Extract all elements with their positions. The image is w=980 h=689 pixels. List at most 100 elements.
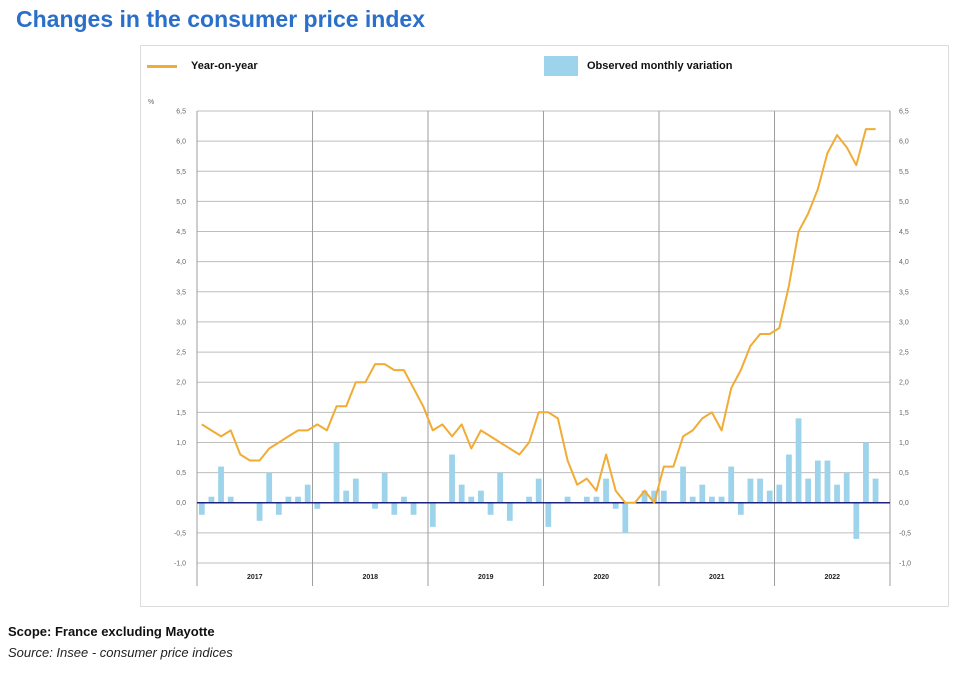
legend-line-swatch bbox=[147, 64, 177, 68]
y-tick-right: 5,0 bbox=[899, 199, 909, 206]
monthly-variation-bar bbox=[266, 472, 273, 503]
monthly-variation-bar bbox=[295, 496, 301, 503]
monthly-variation-bar bbox=[757, 478, 763, 503]
monthly-variation-bar bbox=[728, 466, 735, 503]
monthly-variation-bar bbox=[285, 496, 292, 503]
year-on-year-line bbox=[201, 128, 876, 504]
y-tick-right: 6,0 bbox=[899, 139, 909, 146]
monthly-variation-bar bbox=[478, 490, 484, 503]
y-tick-right: 3,0 bbox=[899, 319, 909, 326]
monthly-variation-bar bbox=[208, 496, 215, 503]
monthly-variation-bar bbox=[497, 472, 504, 503]
monthly-variation-bar bbox=[198, 502, 205, 515]
monthly-variation-bar bbox=[535, 478, 542, 503]
monthly-variation-bar bbox=[805, 478, 812, 503]
monthly-variation-bar bbox=[709, 496, 715, 503]
monthly-variation-bar bbox=[304, 484, 311, 503]
y-tick-left: 3,5 bbox=[176, 289, 186, 296]
monthly-variation-bar bbox=[449, 454, 455, 503]
y-tick-right: 5,5 bbox=[899, 169, 909, 176]
x-tick-year: 2021 bbox=[709, 574, 725, 581]
monthly-variation-bar bbox=[660, 490, 667, 503]
x-tick-year: 2018 bbox=[362, 574, 378, 581]
monthly-variation-bar bbox=[689, 496, 696, 503]
monthly-variation-bar bbox=[429, 502, 436, 527]
legend-monthly-variation: Observed monthly variation bbox=[544, 56, 732, 76]
monthly-variation-bar bbox=[718, 496, 725, 503]
y-tick-right: 0,5 bbox=[899, 470, 909, 477]
y-tick-right: 1,0 bbox=[899, 440, 909, 447]
monthly-variation-bar bbox=[256, 502, 263, 521]
y-tick-right: -0,5 bbox=[899, 530, 911, 537]
y-tick-left: 0,5 bbox=[176, 470, 186, 477]
legend-label: Year-on-year bbox=[191, 60, 258, 72]
y-tick-left: -0,5 bbox=[174, 530, 186, 537]
y-tick-left: 5,0 bbox=[176, 199, 186, 206]
legend-bar-swatch bbox=[544, 56, 578, 76]
monthly-variation-bar bbox=[352, 478, 359, 503]
y-unit-label: % bbox=[148, 99, 154, 106]
monthly-variation-bar bbox=[814, 460, 821, 503]
monthly-variation-bar bbox=[343, 490, 350, 503]
monthly-variation-bar bbox=[872, 478, 879, 503]
y-tick-right: 6,5 bbox=[899, 109, 909, 116]
monthly-variation-bar bbox=[545, 502, 552, 527]
monthly-variation-bar bbox=[641, 490, 648, 503]
monthly-variation-bar bbox=[526, 496, 532, 503]
monthly-variation-bar bbox=[612, 502, 619, 509]
page-title: Changes in the consumer price index bbox=[16, 6, 425, 32]
y-tick-left: 2,5 bbox=[176, 350, 186, 357]
monthly-variation-bar bbox=[853, 502, 860, 539]
monthly-variation-bar bbox=[227, 496, 234, 503]
monthly-variation-bar bbox=[372, 502, 378, 509]
monthly-variation-bar bbox=[218, 466, 224, 503]
monthly-variation-bar bbox=[622, 502, 629, 533]
x-tick-year: 2019 bbox=[478, 574, 494, 581]
y-tick-right: 3,5 bbox=[899, 289, 909, 296]
monthly-variation-bar bbox=[699, 484, 706, 503]
y-tick-left: 6,0 bbox=[176, 139, 186, 146]
monthly-variation-bar bbox=[381, 472, 388, 503]
monthly-variation-bar bbox=[747, 478, 754, 503]
y-tick-left: 1,5 bbox=[176, 410, 186, 417]
legend-year-on-year: Year-on-year bbox=[147, 60, 258, 72]
monthly-variation-bar bbox=[603, 478, 609, 503]
monthly-variation-bar bbox=[834, 484, 840, 503]
monthly-variation-bar bbox=[843, 472, 850, 503]
y-tick-right: 2,5 bbox=[899, 350, 909, 357]
monthly-variation-bar bbox=[863, 442, 869, 503]
monthly-variation-bar bbox=[776, 484, 783, 503]
chart-frame bbox=[140, 45, 949, 607]
y-tick-left: 5,5 bbox=[176, 169, 186, 176]
monthly-variation-bar bbox=[410, 502, 417, 515]
monthly-variation-bar bbox=[795, 418, 802, 503]
y-tick-left: -1,0 bbox=[174, 561, 186, 568]
monthly-variation-bar bbox=[737, 502, 744, 515]
y-tick-right: 4,5 bbox=[899, 229, 909, 236]
y-tick-right: -1,0 bbox=[899, 561, 911, 568]
scope-note: Scope: France excluding Mayotte bbox=[8, 624, 215, 639]
x-tick-year: 2020 bbox=[593, 574, 609, 581]
monthly-variation-bar bbox=[401, 496, 407, 503]
monthly-variation-bar bbox=[314, 502, 321, 509]
y-tick-left: 4,0 bbox=[176, 259, 186, 266]
monthly-variation-bar bbox=[593, 496, 600, 503]
monthly-variation-bar bbox=[824, 460, 831, 503]
monthly-variation-bar bbox=[391, 502, 398, 515]
monthly-variation-bar bbox=[564, 496, 571, 503]
y-tick-left: 0,0 bbox=[176, 500, 186, 507]
monthly-variation-bar bbox=[786, 454, 792, 503]
source-note: Source: Insee - consumer price indices bbox=[8, 645, 233, 660]
x-tick-year: 2022 bbox=[824, 574, 840, 581]
monthly-variation-bar bbox=[487, 502, 494, 515]
monthly-variation-bar bbox=[458, 484, 465, 503]
monthly-variation-bar bbox=[506, 502, 513, 521]
monthly-variation-bar bbox=[766, 490, 773, 503]
monthly-variation-bar bbox=[583, 496, 590, 503]
y-tick-right: 4,0 bbox=[899, 259, 909, 266]
y-tick-left: 2,0 bbox=[176, 380, 186, 387]
y-tick-right: 0,0 bbox=[899, 500, 909, 507]
y-tick-right: 2,0 bbox=[899, 380, 909, 387]
y-tick-left: 6,5 bbox=[176, 109, 186, 116]
